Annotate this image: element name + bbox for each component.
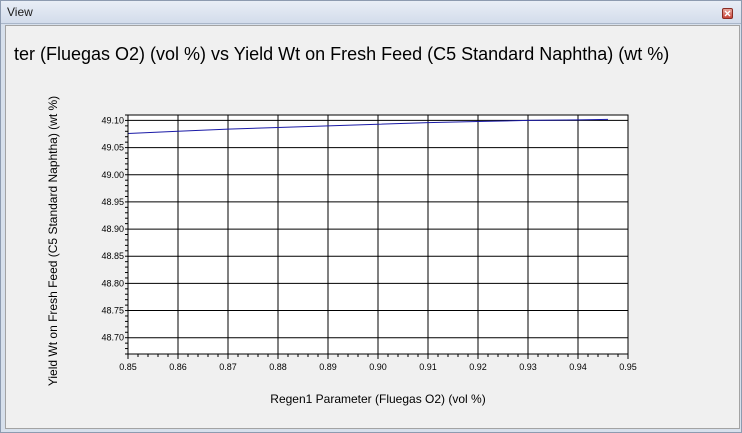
y-tick-label: 49.00 (101, 170, 124, 180)
x-tick-labels: 0.85 0.86 0.87 0.88 0.89 0.90 0.91 0.92 0.93 0.94… (119, 362, 637, 372)
y-tick-label: 49.10 (101, 115, 124, 125)
title-bar: View (1, 1, 741, 24)
y-axis-label: Yield Wt on Fresh Feed (C5 Standard Naph… (46, 96, 60, 386)
x-tick-label: 0.93 (519, 362, 537, 372)
series-line (127, 118, 609, 134)
close-icon (724, 10, 731, 17)
line-chart: ter (Fluegas O2) (vol %) vs Yield Wt on … (14, 44, 669, 406)
close-button[interactable] (722, 8, 733, 19)
y-tick-label: 48.85 (101, 251, 124, 261)
plot-frame (127, 114, 629, 355)
x-tick-label: 0.91 (419, 362, 437, 372)
x-tick-label: 0.92 (469, 362, 487, 372)
window-title: View (7, 5, 33, 19)
x-tick-label: 0.94 (569, 362, 587, 372)
chart-panel: ter (Fluegas O2) (vol %) vs Yield Wt on … (5, 25, 740, 429)
x-tick-label: 0.95 (619, 362, 637, 372)
x-tick-label: 0.88 (269, 362, 287, 372)
y-tick-label: 48.90 (101, 224, 124, 234)
x-tick-label: 0.90 (369, 362, 387, 372)
series-group (127, 118, 609, 134)
x-tick-label: 0.87 (219, 362, 237, 372)
chart-title: ter (Fluegas O2) (vol %) vs Yield Wt on … (14, 44, 669, 64)
x-tick-label: 0.89 (319, 362, 337, 372)
x-axis-label: Regen1 Parameter (Fluegas O2) (vol %) (270, 392, 485, 406)
y-tick-label: 49.05 (101, 143, 124, 153)
x-tick-label: 0.86 (169, 362, 187, 372)
y-tick-label: 48.75 (101, 306, 124, 316)
y-tick-label: 48.70 (101, 333, 124, 343)
x-tick-label: 0.85 (119, 362, 137, 372)
y-tick-label: 48.95 (101, 197, 124, 207)
y-tick-label: 48.80 (101, 278, 124, 288)
y-tick-labels: 49.10 49.05 49.00 48.95 48.90 48.85 48.80 48.75… (101, 115, 124, 342)
